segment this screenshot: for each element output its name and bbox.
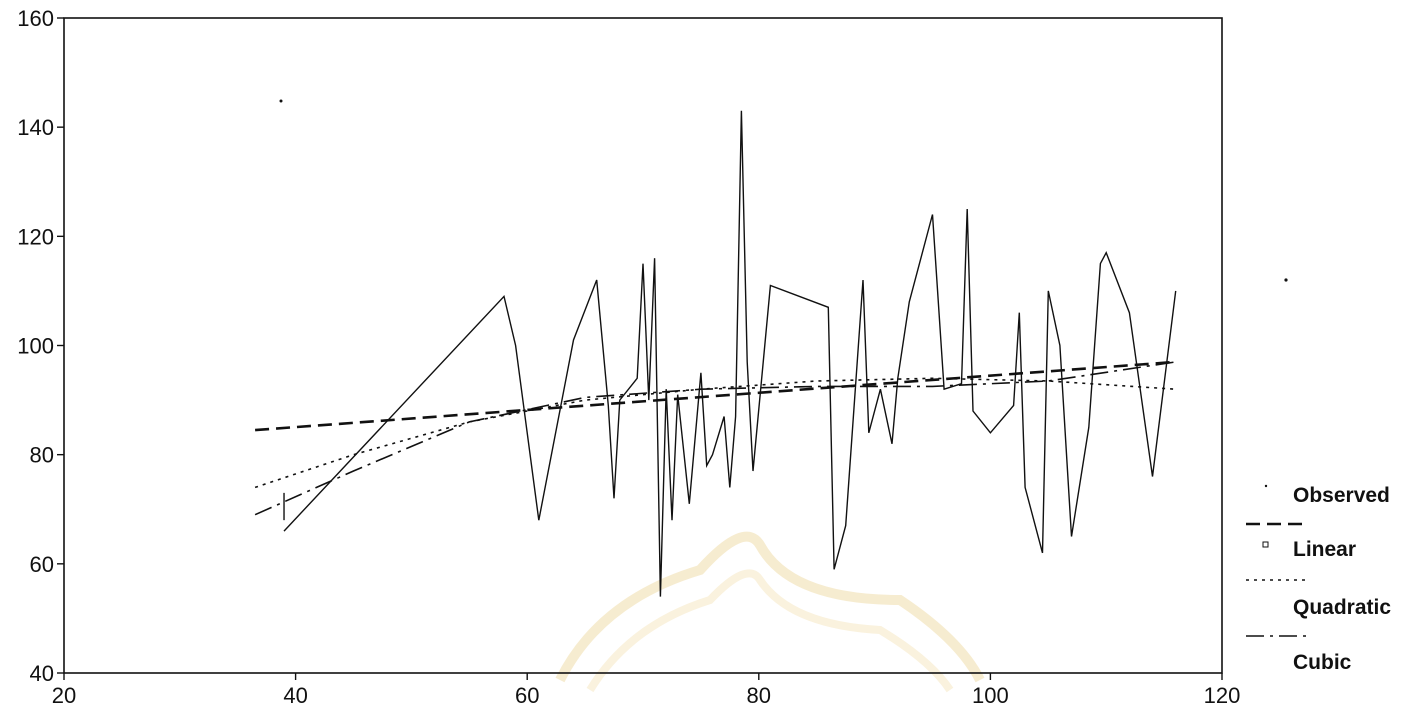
series-line-observed — [283, 110, 1177, 597]
series-line-quadratic — [254, 377, 1176, 489]
y-tick-label: 40 — [30, 661, 54, 686]
x-tick-label: 20 — [52, 683, 76, 708]
y-tick-label: 80 — [30, 443, 54, 468]
legend-label-cubic: Cubic — [1293, 651, 1352, 674]
legend-label-observed: Observed — [1293, 484, 1390, 507]
legend-marker-observed — [1264, 484, 1268, 488]
x-tick-label: 80 — [747, 683, 771, 708]
series-layer — [254, 99, 1288, 597]
y-tick-label: 120 — [17, 224, 54, 249]
observed-point — [279, 99, 283, 103]
plot-frame — [63, 17, 1223, 674]
plot-area-border — [63, 17, 1223, 674]
x-tick-label: 40 — [283, 683, 307, 708]
watermark-seal — [555, 531, 985, 693]
x-tick-label: 60 — [515, 683, 539, 708]
y-tick-label: 100 — [17, 334, 54, 359]
y-tick-label: 140 — [17, 115, 54, 140]
observed-point — [1284, 278, 1288, 282]
series-line-linear — [255, 360, 1176, 432]
legend: Observed Linear Quadratic Cubic — [1246, 484, 1391, 674]
x-tick-label: 100 — [972, 683, 1009, 708]
legend-label-quadratic: Quadratic — [1293, 596, 1391, 619]
y-tick-label: 160 — [17, 6, 54, 31]
x-tick-label: 120 — [1204, 683, 1241, 708]
y-tick-label: 60 — [30, 552, 54, 577]
legend-label-linear: Linear — [1293, 538, 1356, 561]
legend-marker-linear — [1262, 541, 1269, 548]
series-line-cubic — [254, 361, 1176, 516]
